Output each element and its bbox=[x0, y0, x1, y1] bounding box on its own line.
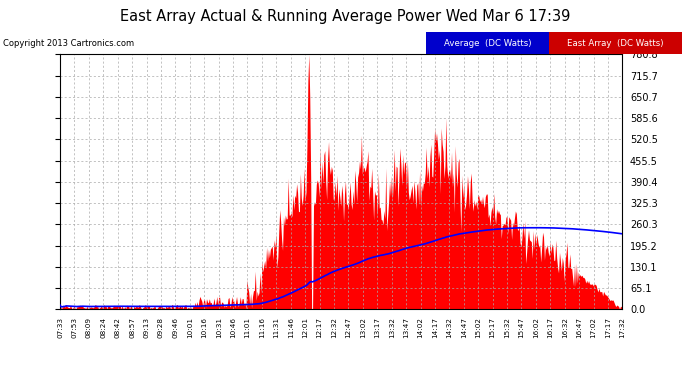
Text: 11:31: 11:31 bbox=[273, 317, 279, 338]
Text: 11:46: 11:46 bbox=[288, 317, 294, 338]
Text: 07:53: 07:53 bbox=[72, 317, 77, 338]
Text: 09:28: 09:28 bbox=[158, 317, 164, 338]
Text: 15:17: 15:17 bbox=[490, 317, 495, 338]
Text: 16:32: 16:32 bbox=[562, 317, 568, 338]
Text: 17:02: 17:02 bbox=[591, 317, 597, 338]
Text: 10:46: 10:46 bbox=[230, 317, 236, 338]
Text: 10:31: 10:31 bbox=[216, 317, 221, 338]
Text: 12:17: 12:17 bbox=[317, 317, 323, 338]
Text: 16:17: 16:17 bbox=[547, 317, 553, 338]
Text: 10:16: 10:16 bbox=[201, 317, 207, 338]
Text: 08:57: 08:57 bbox=[129, 317, 135, 338]
Text: 15:32: 15:32 bbox=[504, 317, 510, 338]
Text: 07:33: 07:33 bbox=[57, 317, 63, 338]
Text: 12:01: 12:01 bbox=[302, 317, 308, 338]
Text: 17:32: 17:32 bbox=[620, 317, 625, 338]
Text: 11:01: 11:01 bbox=[244, 317, 250, 338]
Text: 09:13: 09:13 bbox=[144, 317, 150, 338]
Text: 13:47: 13:47 bbox=[403, 317, 409, 338]
Text: 15:47: 15:47 bbox=[518, 317, 524, 338]
Text: 12:32: 12:32 bbox=[331, 317, 337, 338]
Text: 13:02: 13:02 bbox=[359, 317, 366, 338]
Text: 11:16: 11:16 bbox=[259, 317, 265, 338]
Text: 10:01: 10:01 bbox=[187, 317, 193, 338]
Text: Copyright 2013 Cartronics.com: Copyright 2013 Cartronics.com bbox=[3, 39, 135, 48]
Text: 13:32: 13:32 bbox=[388, 317, 395, 338]
Text: 14:02: 14:02 bbox=[417, 317, 424, 338]
Text: 16:02: 16:02 bbox=[533, 317, 539, 338]
Text: East Array  (DC Watts): East Array (DC Watts) bbox=[567, 39, 664, 48]
Text: 14:47: 14:47 bbox=[461, 317, 466, 338]
Text: 09:46: 09:46 bbox=[172, 317, 179, 338]
Text: 14:32: 14:32 bbox=[446, 317, 453, 338]
Text: 12:47: 12:47 bbox=[346, 317, 351, 338]
Text: 16:47: 16:47 bbox=[576, 317, 582, 338]
Text: 08:42: 08:42 bbox=[115, 317, 121, 338]
Text: Average  (DC Watts): Average (DC Watts) bbox=[444, 39, 531, 48]
Text: 13:17: 13:17 bbox=[374, 317, 380, 338]
Text: 08:24: 08:24 bbox=[100, 317, 106, 338]
Text: 17:17: 17:17 bbox=[605, 317, 611, 338]
Text: East Array Actual & Running Average Power Wed Mar 6 17:39: East Array Actual & Running Average Powe… bbox=[120, 9, 570, 24]
Text: 14:17: 14:17 bbox=[432, 317, 438, 338]
Text: 08:09: 08:09 bbox=[86, 317, 92, 338]
Text: 15:02: 15:02 bbox=[475, 317, 481, 338]
